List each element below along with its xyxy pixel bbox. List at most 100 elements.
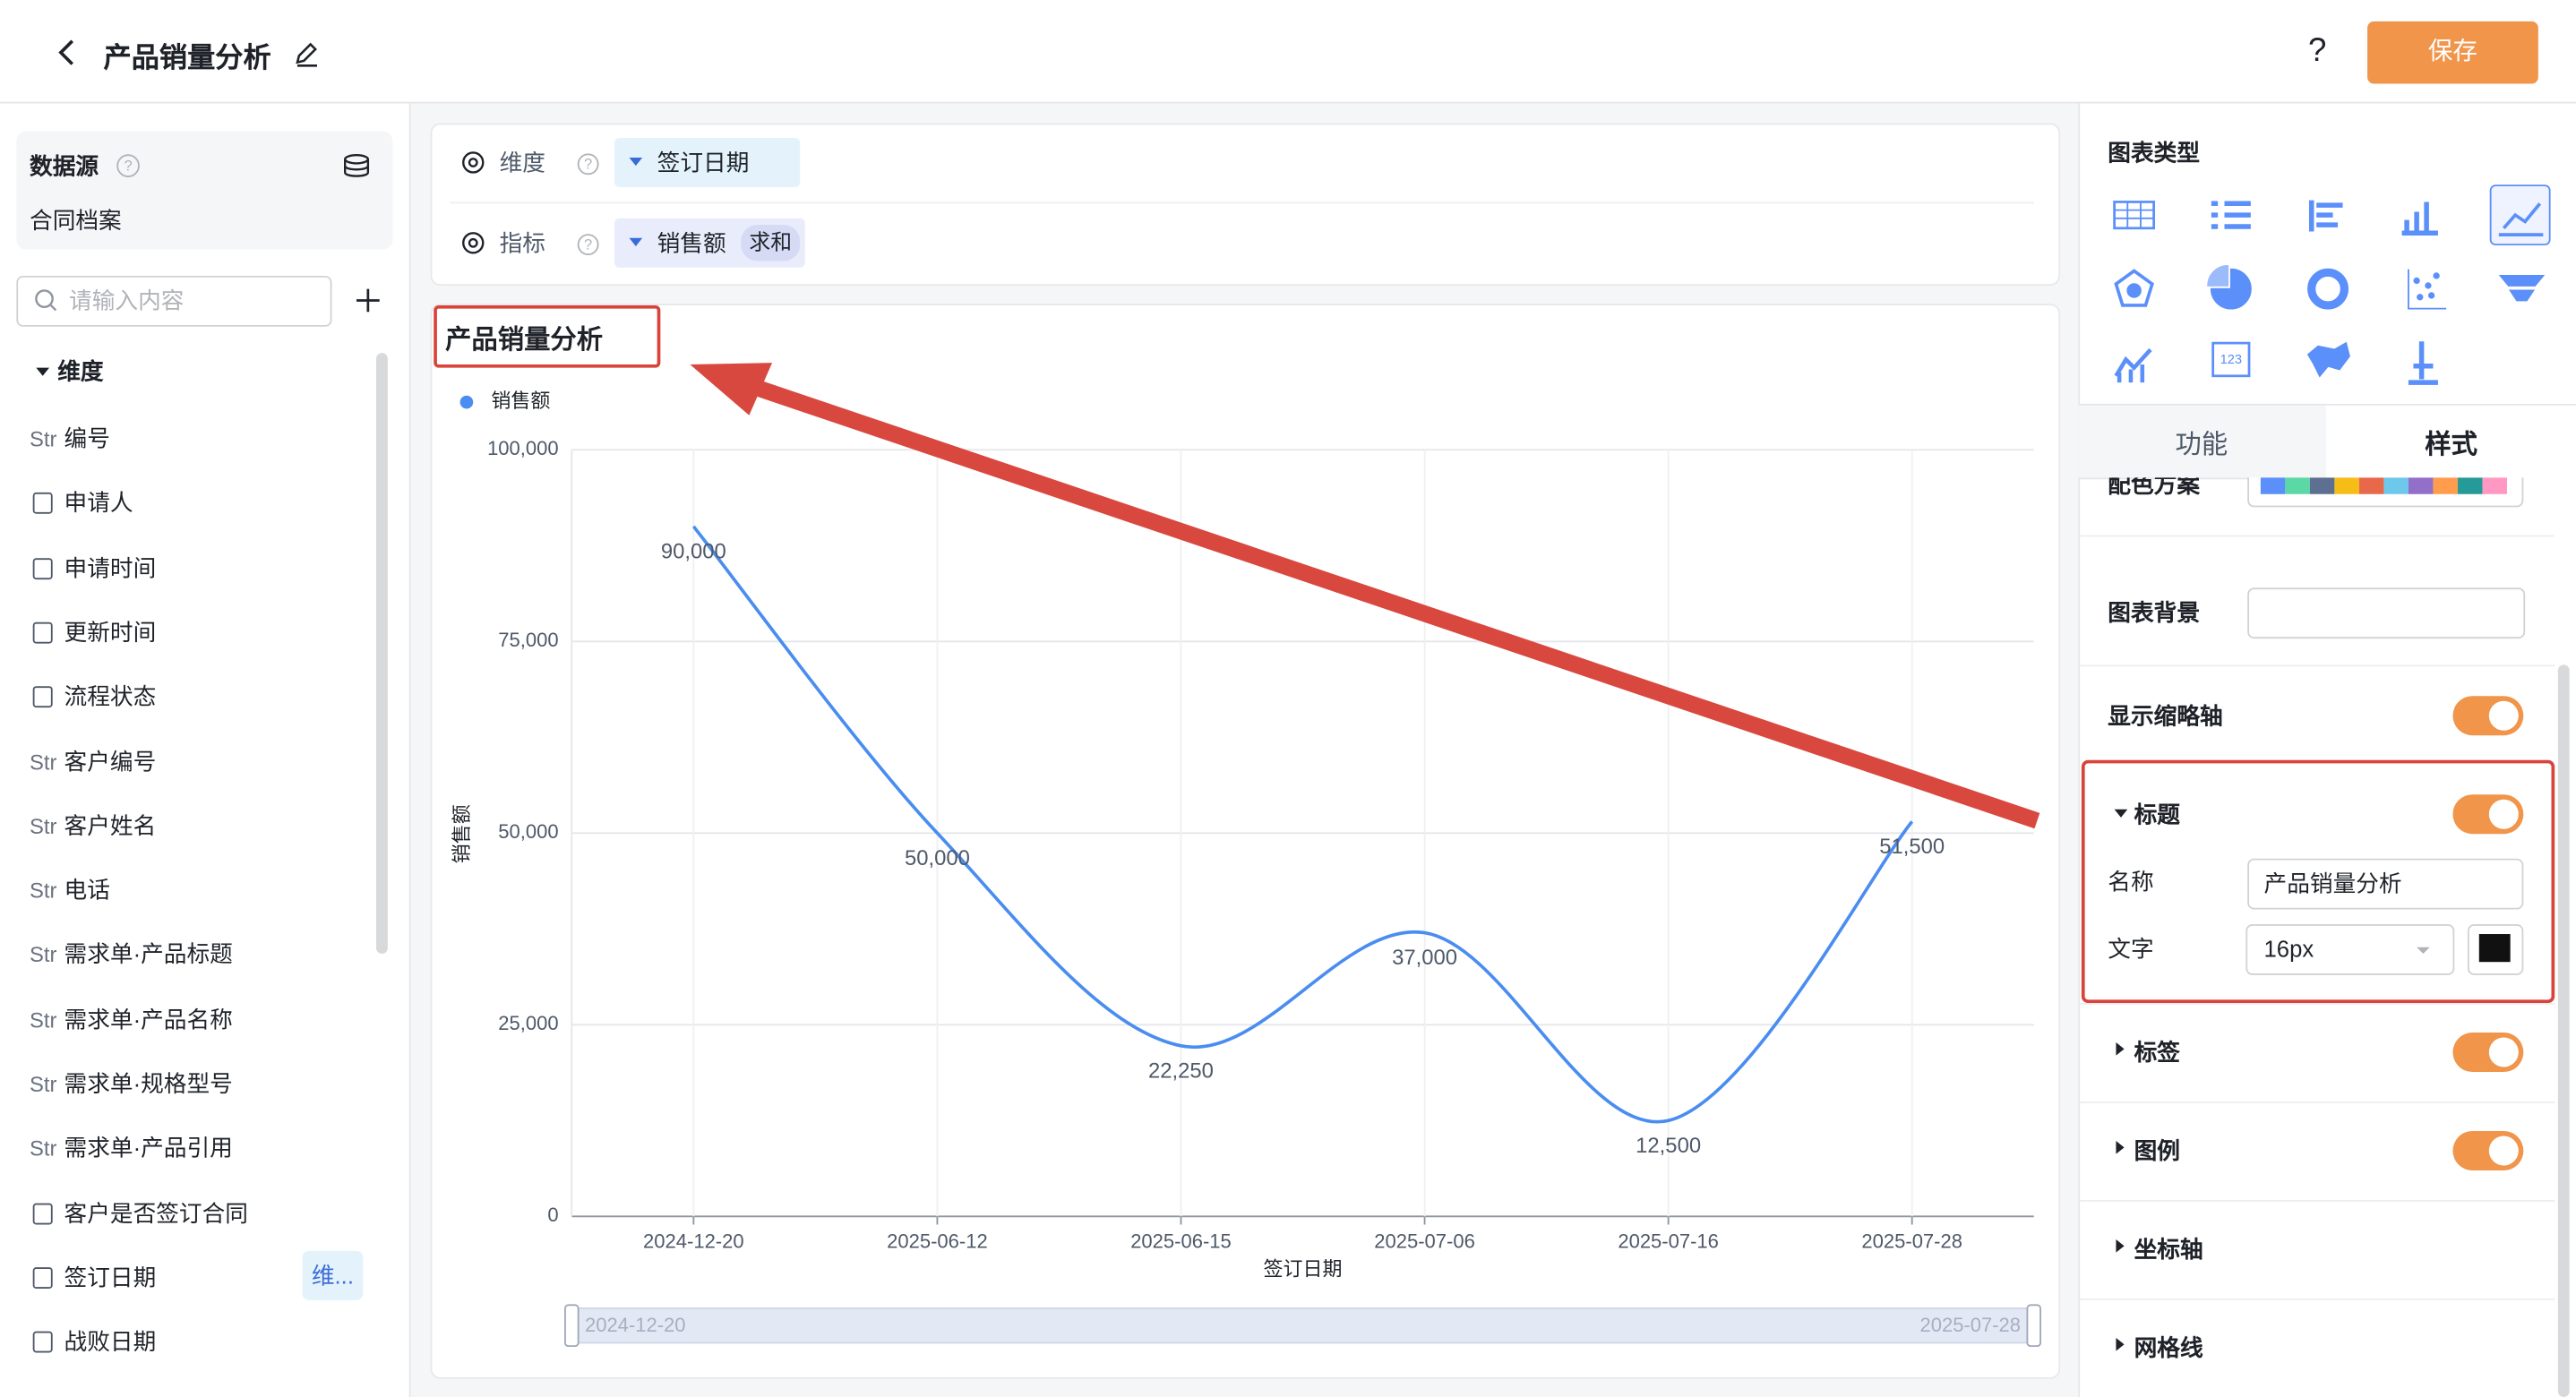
data-label: 50,000	[905, 846, 970, 870]
setting-label: 显示缩略轴	[2108, 702, 2223, 729]
field-name: 需求单·产品名称	[64, 1006, 233, 1033]
name-input[interactable]	[2247, 858, 2524, 910]
setting-label: 配色方案	[2108, 477, 2200, 498]
highlight-box	[2081, 759, 2555, 1004]
search-icon	[35, 289, 57, 312]
field-name: 需求单·规格型号	[64, 1070, 233, 1097]
name-value: 产品销量分析	[2263, 870, 2402, 896]
help-icon: ?	[577, 153, 599, 176]
y-tick-label: 50,000	[498, 820, 558, 843]
annotation-arrowhead	[690, 363, 773, 416]
divider	[450, 201, 2034, 204]
field-type: Str	[30, 878, 57, 904]
zoom-handle	[2026, 1304, 2041, 1348]
toggle[interactable]	[2452, 1033, 2524, 1073]
x-tick-label: 2025-06-12	[887, 1230, 988, 1252]
edit-icon[interactable]	[292, 39, 322, 69]
divider	[2078, 1199, 2555, 1202]
field-icon	[32, 1266, 53, 1289]
field-name: 客户编号	[64, 747, 157, 775]
gear-icon	[462, 151, 485, 174]
data-label: 51,500	[1879, 835, 1945, 859]
chip-arrow	[629, 237, 643, 246]
tab-style[interactable]	[2326, 403, 2576, 477]
dimension-chip[interactable]	[614, 137, 801, 187]
tab-function[interactable]	[2078, 403, 2327, 480]
annotation-arrow	[752, 379, 2040, 829]
help-icon: ?	[116, 154, 140, 177]
y-tick-label: 75,000	[498, 629, 558, 651]
x-tick-label: 2025-07-06	[1374, 1230, 1475, 1252]
search-placeholder: 请输入内容	[69, 287, 185, 314]
gear-icon	[462, 232, 485, 254]
agg-chip[interactable]: 求和	[741, 225, 801, 261]
y-tick-label: 25,000	[498, 1012, 558, 1034]
metric-label: 指标	[499, 229, 545, 256]
datasource-name: 合同档案	[30, 206, 122, 234]
legend-marker	[459, 395, 474, 409]
metric-value: 销售额	[657, 229, 726, 256]
help[interactable]: ?	[2308, 32, 2327, 69]
background-input[interactable]	[2247, 587, 2526, 639]
x-tick-label: 2025-06-15	[1130, 1230, 1232, 1252]
toggle[interactable]	[2452, 794, 2524, 835]
field-type: Str	[30, 813, 57, 839]
swatches	[2260, 477, 2507, 494]
title-highlight	[434, 304, 661, 368]
field-type: Str	[30, 942, 57, 968]
back-button[interactable]	[53, 36, 82, 69]
field-icon	[32, 557, 53, 579]
toggle[interactable]	[2452, 1131, 2524, 1171]
field-name: 战败日期	[64, 1328, 157, 1355]
field-icon	[32, 1202, 53, 1224]
dimension-label: 维度	[499, 149, 545, 176]
field-name: 客户是否签订合同	[64, 1199, 248, 1226]
select-arrow	[2417, 947, 2430, 955]
svg-text:?: ?	[584, 236, 592, 253]
scrollbar	[2557, 664, 2570, 1397]
field-name: 签订日期	[64, 1264, 157, 1290]
field-name: 客户姓名	[64, 812, 157, 839]
search-input[interactable]	[16, 275, 332, 327]
field-type: Str	[30, 749, 57, 775]
expand-arrow	[2116, 1141, 2125, 1154]
panel-title: 图表类型	[2108, 139, 2200, 167]
setting-label: 网格线	[2134, 1334, 2203, 1361]
field-icon	[32, 1331, 53, 1353]
section-title: 维度	[57, 357, 104, 384]
x-tick-label: 2024-12-20	[643, 1230, 744, 1252]
db-icon[interactable]	[342, 152, 372, 178]
svg-text:?: ?	[584, 157, 592, 173]
y-axis-label: 销售额	[451, 804, 473, 863]
page-title: 产品销量分析	[103, 42, 271, 74]
chip-arrow	[629, 157, 643, 167]
help-icon: ?	[577, 234, 599, 256]
add-button[interactable]	[355, 287, 381, 313]
x-axis-label: 签订日期	[1263, 1258, 1342, 1281]
legend-label: 销售额	[491, 390, 550, 412]
field-name: 流程状态	[64, 682, 157, 710]
field-type: Str	[30, 1007, 57, 1033]
color-swatch	[2478, 934, 2511, 963]
save-button[interactable]: 保存	[2367, 21, 2538, 84]
toggle[interactable]	[2452, 696, 2524, 736]
setting-label: 标签	[2134, 1039, 2180, 1066]
data-label: 12,500	[1636, 1134, 1701, 1158]
x-tick-label: 2025-07-16	[1618, 1230, 1719, 1252]
setting-label: 标题	[2134, 801, 2180, 827]
field-type: Str	[30, 426, 57, 452]
tab-label: 样式	[2425, 432, 2478, 460]
divider	[2078, 1003, 2555, 1005]
field-icon	[32, 493, 53, 515]
divider	[2078, 664, 2555, 667]
expand-arrow	[2114, 809, 2128, 818]
zoom-track	[571, 1307, 2035, 1344]
tab-label: 功能	[2175, 432, 2228, 460]
field-icon	[32, 686, 53, 708]
field-tag: 维...	[302, 1250, 364, 1300]
chart-title: 产品销量分析	[445, 325, 603, 355]
setting-label: 坐标轴	[2134, 1236, 2203, 1263]
svg-text:123: 123	[2220, 353, 2242, 367]
